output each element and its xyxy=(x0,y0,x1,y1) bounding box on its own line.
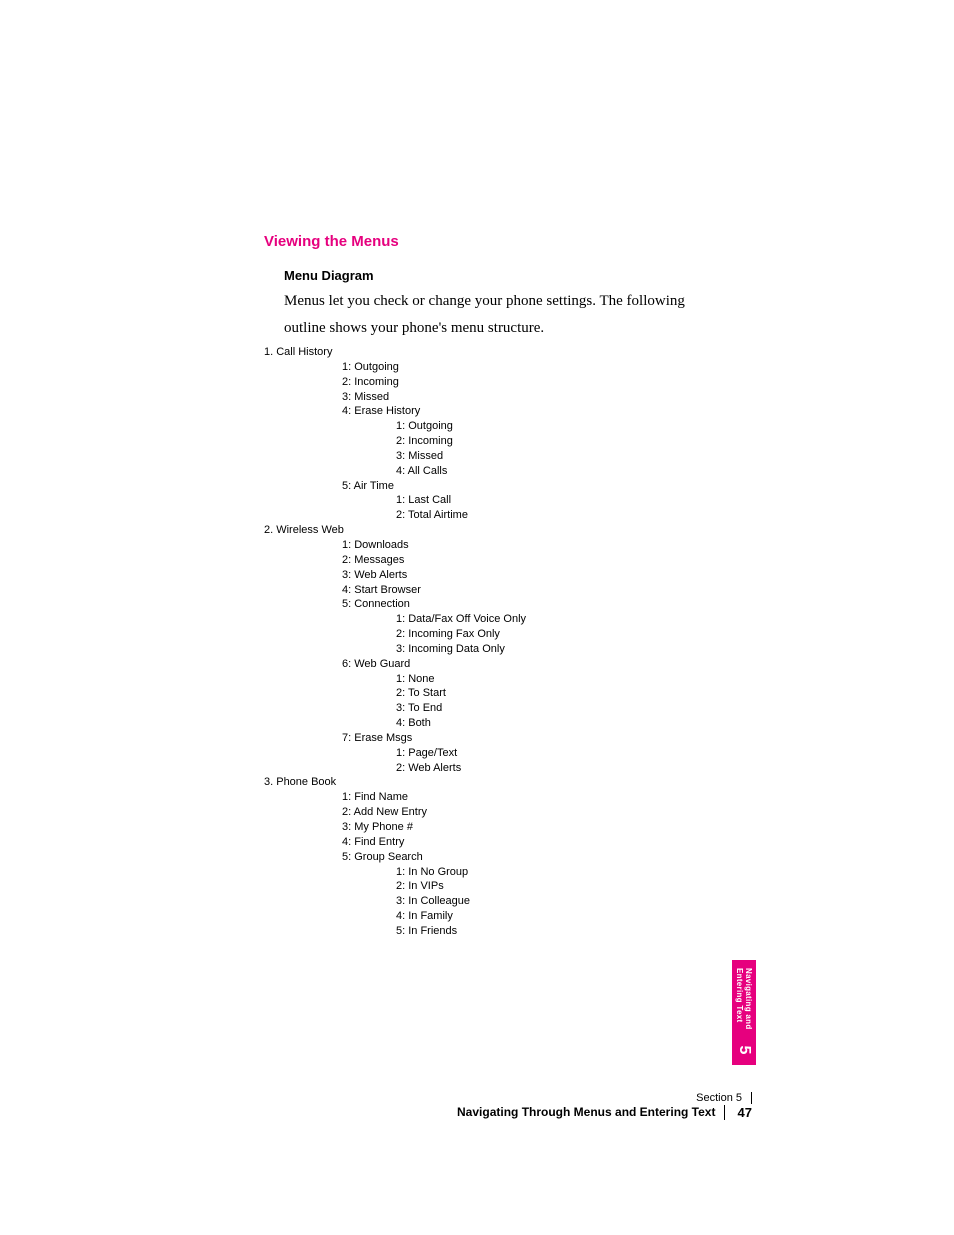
menu-item: 1. Call History xyxy=(264,345,734,360)
menu-tree: 1. Call History 1: Outgoing 2: Incoming … xyxy=(264,345,734,939)
menu-item: 3: Missed xyxy=(396,449,734,464)
menu-item: 4: All Calls xyxy=(396,464,734,479)
menu-item: 2: Web Alerts xyxy=(396,761,734,776)
menu-item: 1: Outgoing xyxy=(396,419,734,434)
menu-item: 2: In VIPs xyxy=(396,879,734,894)
menu-item: 1: Outgoing xyxy=(342,360,734,375)
menu-item: 1: Page/Text xyxy=(396,746,734,761)
menu-item: 2: To Start xyxy=(396,686,734,701)
section-heading: Viewing the Menus xyxy=(264,233,734,250)
footer-section-label: Section 5 xyxy=(696,1092,752,1104)
menu-item: 5: In Friends xyxy=(396,924,734,939)
menu-item: 5: Connection xyxy=(342,597,734,612)
menu-diagram-subheading: Menu Diagram xyxy=(284,268,734,283)
menu-item: 2. Wireless Web xyxy=(264,523,734,538)
menu-item: 5: Air Time xyxy=(342,479,734,494)
menu-item: 3: To End xyxy=(396,701,734,716)
menu-item: 2: Incoming xyxy=(396,434,734,449)
menu-item: 4: Find Entry xyxy=(342,835,734,850)
side-tab-label: Navigating and Entering Text xyxy=(735,968,753,1030)
menu-item: 3: My Phone # xyxy=(342,820,734,835)
side-tab-line2: Entering Text xyxy=(735,968,744,1022)
menu-item: 4: Erase History xyxy=(342,404,734,419)
menu-item: 7: Erase Msgs xyxy=(342,731,734,746)
menu-item: 4: Start Browser xyxy=(342,583,734,598)
side-tab-number: 5 xyxy=(735,1038,753,1062)
menu-item: 5: Group Search xyxy=(342,850,734,865)
menu-item: 3: In Colleague xyxy=(396,894,734,909)
footer-page-number: 47 xyxy=(729,1105,752,1120)
menu-item: 1: Data/Fax Off Voice Only xyxy=(396,612,734,627)
page-footer: Section 5 Navigating Through Menus and E… xyxy=(457,1092,752,1120)
menu-item: 2: Incoming xyxy=(342,375,734,390)
menu-item: 1: Find Name xyxy=(342,790,734,805)
menu-item: 3: Incoming Data Only xyxy=(396,642,734,657)
menu-item: 2: Add New Entry xyxy=(342,805,734,820)
intro-text-line1: Menus let you check or change your phone… xyxy=(284,291,734,312)
menu-item: 2: Messages xyxy=(342,553,734,568)
intro-text-line2: outline shows your phone's menu structur… xyxy=(284,318,734,339)
menu-item: 4: Both xyxy=(396,716,734,731)
menu-item: 3. Phone Book xyxy=(264,775,734,790)
side-tab: Navigating and Entering Text 5 xyxy=(732,960,756,1065)
side-tab-line1: Navigating and xyxy=(744,968,753,1030)
footer-title: Navigating Through Menus and Entering Te… xyxy=(457,1105,725,1120)
menu-item: 3: Web Alerts xyxy=(342,568,734,583)
menu-item: 1: Downloads xyxy=(342,538,734,553)
menu-item: 6: Web Guard xyxy=(342,657,734,672)
menu-item: 4: In Family xyxy=(396,909,734,924)
menu-item: 3: Missed xyxy=(342,390,734,405)
menu-item: 1: None xyxy=(396,672,734,687)
menu-item: 2: Incoming Fax Only xyxy=(396,627,734,642)
menu-item: 1: In No Group xyxy=(396,865,734,880)
menu-item: 2: Total Airtime xyxy=(396,508,734,523)
menu-item: 1: Last Call xyxy=(396,493,734,508)
